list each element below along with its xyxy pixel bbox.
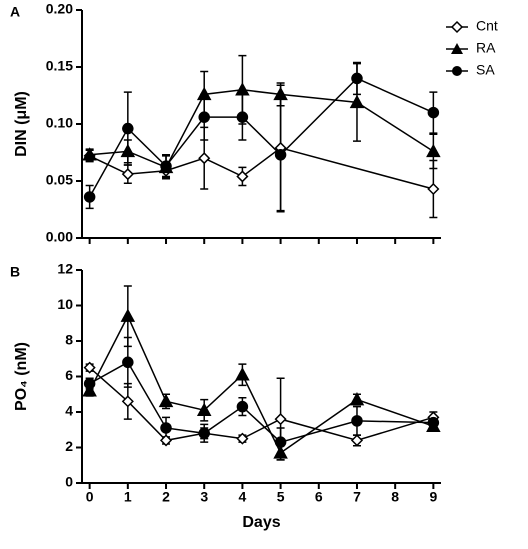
point	[236, 432, 249, 445]
point	[273, 445, 288, 459]
y-tick-label: 0	[65, 474, 73, 490]
point	[122, 356, 134, 369]
y-axis-label: DIN (μM)	[13, 91, 30, 157]
y-tick-label: 8	[65, 332, 73, 348]
series-line	[89, 147, 434, 190]
y-tick-label: 0.20	[46, 1, 73, 17]
legend-label: RA	[476, 40, 496, 56]
legend-marker	[452, 66, 462, 76]
point	[121, 395, 134, 408]
legend-label: Cnt	[476, 18, 498, 34]
y-tick-label: 0.10	[46, 115, 73, 131]
point	[274, 149, 287, 161]
point	[236, 170, 249, 183]
point	[235, 82, 250, 96]
point	[196, 402, 212, 416]
y-tick-label: 10	[57, 296, 73, 312]
point	[121, 168, 134, 181]
y-tick-label: 4	[65, 403, 73, 419]
point	[235, 367, 250, 381]
x-tick-label: 1	[124, 489, 132, 505]
point	[82, 147, 97, 161]
x-tick-label: 8	[391, 489, 399, 505]
point	[274, 413, 287, 426]
legend-label: SA	[476, 62, 495, 78]
series-line	[89, 89, 434, 169]
point	[351, 415, 363, 427]
point	[198, 152, 211, 165]
point	[120, 308, 136, 322]
x-tick-label: 7	[353, 489, 361, 505]
point	[350, 434, 364, 447]
point	[83, 361, 96, 374]
x-tick-label: 6	[315, 489, 323, 505]
y-tick-label: 2	[65, 438, 73, 454]
x-tick-label: 5	[277, 489, 285, 505]
x-tick-label: 3	[200, 489, 208, 505]
y-tick-label: 6	[65, 367, 73, 383]
point	[273, 86, 288, 101]
series-line	[89, 361, 434, 444]
point	[83, 377, 96, 390]
point	[82, 383, 97, 397]
panel-label: B	[10, 264, 20, 280]
panel-label: A	[10, 4, 20, 20]
point	[196, 86, 212, 101]
point	[120, 143, 136, 158]
point	[427, 182, 440, 196]
point	[122, 122, 134, 135]
series-line	[88, 314, 434, 454]
point	[236, 111, 249, 123]
point	[351, 72, 363, 85]
x-tick-label: 9	[429, 489, 437, 505]
x-axis-label: Days	[242, 514, 280, 531]
point	[349, 392, 365, 406]
series-line	[88, 77, 434, 198]
point	[274, 436, 287, 448]
point	[158, 393, 174, 408]
series-line	[89, 367, 434, 442]
point	[159, 434, 173, 447]
y-axis-label: PO₄ (nM)	[13, 342, 30, 411]
y-tick-label: 0.15	[46, 58, 73, 74]
legend-marker	[451, 43, 463, 54]
y-tick-label: 0.00	[46, 229, 73, 245]
x-tick-label: 4	[239, 489, 247, 505]
point	[198, 111, 210, 123]
point	[160, 160, 172, 172]
point	[198, 427, 210, 440]
point	[426, 143, 441, 158]
y-tick-label: 0.05	[46, 172, 73, 188]
point	[83, 191, 96, 203]
point	[427, 416, 440, 429]
x-tick-label: 0	[86, 489, 94, 505]
legend-marker	[450, 20, 464, 34]
point	[349, 94, 365, 109]
point	[236, 400, 249, 413]
y-tick-label: 12	[57, 261, 73, 277]
x-tick-label: 2	[162, 489, 170, 505]
point	[427, 106, 440, 119]
point	[160, 422, 172, 434]
